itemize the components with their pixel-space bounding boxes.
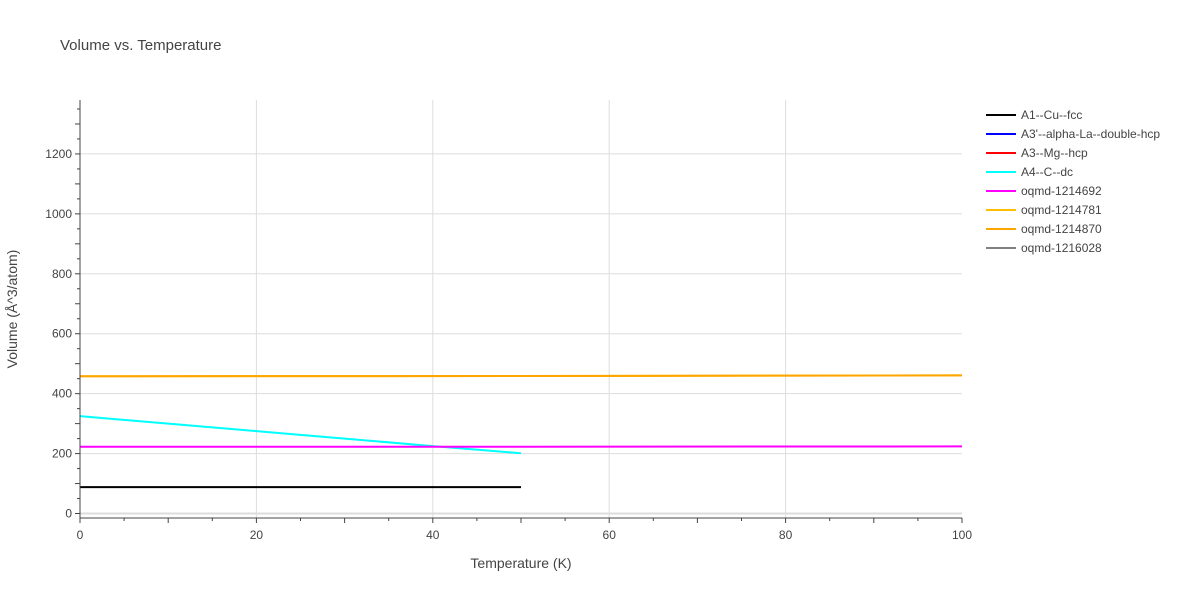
y-tick-label: 400	[52, 387, 72, 401]
legend-item[interactable]: A3'--alpha-La--double-hcp	[986, 127, 1160, 141]
y-tick-label: 1000	[45, 207, 72, 221]
legend[interactable]: A1--Cu--fcc A3'--alpha-La--double-hcp A3--…	[986, 108, 1160, 255]
legend-label: oqmd-1214781	[1021, 203, 1102, 217]
legend-item[interactable]: oqmd-1214692	[986, 184, 1102, 198]
plot-area	[79, 374, 963, 489]
x-tick-label: 60	[603, 528, 617, 542]
y-tick-label: 200	[52, 447, 72, 461]
legend-item[interactable]: oqmd-1214781	[986, 203, 1102, 217]
legend-label: A3'--alpha-La--double-hcp	[1021, 127, 1160, 141]
legend-item[interactable]: A1--Cu--fcc	[986, 108, 1082, 122]
legend-label: A4--C--dc	[1021, 165, 1073, 179]
grid	[80, 100, 962, 518]
y-axis-title: Volume (Å^3/atom)	[4, 250, 20, 369]
y-tick-label: 1200	[45, 147, 72, 161]
series-line[interactable]	[79, 415, 522, 455]
x-tick-label: 0	[77, 528, 84, 542]
legend-label: oqmd-1214692	[1021, 184, 1102, 198]
legend-label: A1--Cu--fcc	[1021, 108, 1082, 122]
y-tick-label: 800	[52, 267, 72, 281]
legend-label: A3--Mg--hcp	[1021, 146, 1088, 160]
legend-item[interactable]: A4--C--dc	[986, 165, 1073, 179]
chart-title: Volume vs. Temperature	[60, 37, 221, 54]
y-tick-label: 600	[52, 327, 72, 341]
y-tick-label: 0	[65, 507, 72, 521]
x-tick-label: 40	[426, 528, 440, 542]
legend-label: oqmd-1216028	[1021, 241, 1102, 255]
legend-item[interactable]: oqmd-1216028	[986, 241, 1102, 255]
x-tick-label: 80	[779, 528, 793, 542]
x-tick-label: 100	[952, 528, 972, 542]
legend-item[interactable]: A3--Mg--hcp	[986, 146, 1088, 160]
x-tick-label: 20	[250, 528, 264, 542]
legend-label: oqmd-1214870	[1021, 222, 1102, 236]
series-line[interactable]	[79, 374, 963, 378]
x-axis-title: Temperature (K)	[470, 555, 571, 571]
legend-item[interactable]: oqmd-1214870	[986, 222, 1102, 236]
